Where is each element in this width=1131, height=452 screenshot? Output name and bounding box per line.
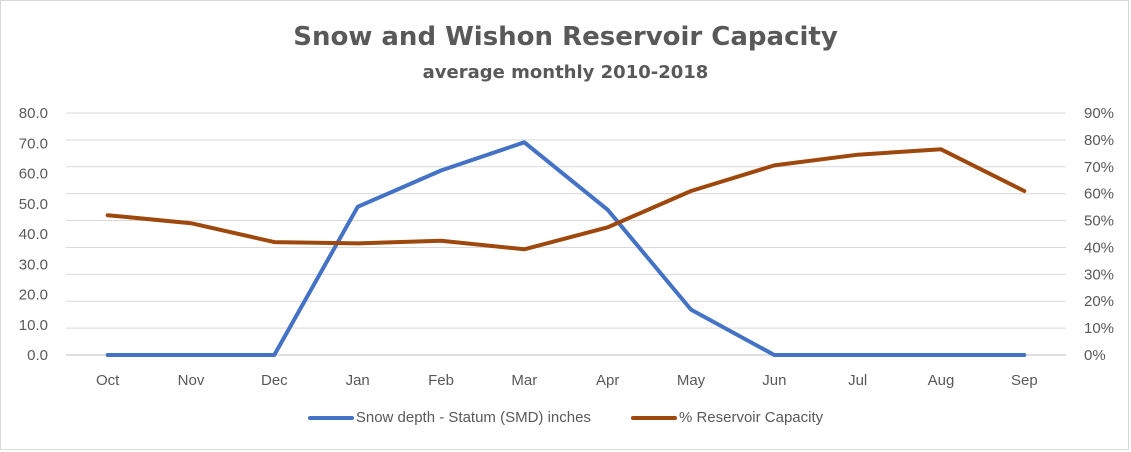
- x-tick-label: May: [677, 372, 706, 389]
- x-tick-label: Aug: [928, 372, 955, 389]
- x-tick-label: Apr: [596, 372, 619, 389]
- y-right-tick-label: 80%: [1084, 132, 1114, 149]
- y-left-tick-label: 50.0: [19, 196, 48, 213]
- x-tick-label: Jun: [762, 372, 786, 389]
- legend-label-snow-depth: Snow depth - Statum (SMD) inches: [355, 409, 591, 426]
- legend-label-reservoir-capacity: % Reservoir Capacity: [678, 409, 824, 426]
- legend: Snow depth - Statum (SMD) inches % Reser…: [0, 409, 1131, 426]
- y-right-tick-label: 50%: [1084, 213, 1114, 230]
- series-line-snow-depth: [105, 140, 1027, 357]
- y-right-tick-label: 40%: [1084, 239, 1114, 256]
- x-tick-label: Jul: [848, 372, 867, 389]
- legend-swatch-reservoir-capacity: [630, 415, 677, 420]
- y-left-tick-label: 20.0: [19, 287, 48, 304]
- y-left-tick-label: 80.0: [19, 105, 48, 122]
- y-right-tick-label: 30%: [1084, 266, 1114, 283]
- y-right-tick-label: 60%: [1084, 186, 1114, 203]
- legend-swatch-snow-depth: [307, 415, 354, 420]
- legend-item-reservoir-capacity: % Reservoir Capacity: [630, 409, 824, 426]
- legend-item-snow-depth: Snow depth - Statum (SMD) inches: [307, 409, 591, 426]
- x-tick-label: Nov: [178, 372, 205, 389]
- y-left-tick-label: 30.0: [19, 256, 48, 273]
- y-left-tick-label: 70.0: [19, 135, 48, 152]
- chart-subtitle: average monthly 2010-2018: [422, 62, 709, 83]
- x-tick-label: Jan: [346, 372, 370, 389]
- y-right-tick-label: 90%: [1084, 105, 1114, 122]
- y-left-tick-label: 0.0: [27, 347, 48, 364]
- x-tick-label: Sep: [1011, 372, 1038, 389]
- y-left-tick-label: 60.0: [19, 166, 48, 183]
- y-right-tick-label: 20%: [1084, 293, 1114, 310]
- x-tick-label: Feb: [428, 372, 454, 389]
- y-left-tick-label: 40.0: [19, 226, 48, 243]
- y-right-tick-label: 70%: [1084, 159, 1114, 176]
- y-right-tick-label: 0%: [1084, 347, 1106, 364]
- x-tick-label: Mar: [511, 372, 537, 389]
- x-tick-label: Dec: [261, 372, 288, 389]
- y-left-tick-label: 10.0: [19, 317, 48, 334]
- chart-title: Snow and Wishon Reservoir Capacity: [293, 22, 838, 52]
- series-line-reservoir-capacity: [105, 147, 1027, 252]
- x-tick-label: Oct: [96, 372, 120, 389]
- y-right-tick-label: 10%: [1084, 320, 1114, 337]
